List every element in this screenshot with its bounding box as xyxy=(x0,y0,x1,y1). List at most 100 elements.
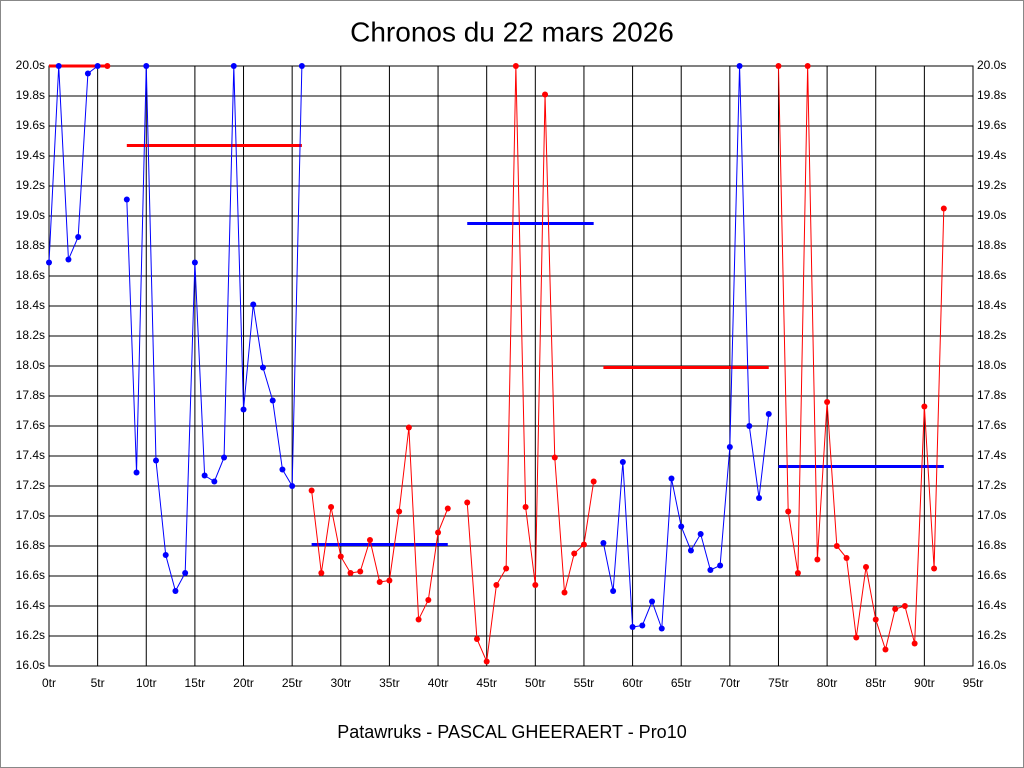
point xyxy=(561,589,568,596)
point xyxy=(75,234,82,240)
point xyxy=(794,570,801,576)
y2-tick-label: 19.4s xyxy=(977,148,1006,162)
point xyxy=(629,624,636,630)
y-tick-label: 18.8s xyxy=(16,238,45,252)
x-tick-label: 30tr xyxy=(330,676,351,690)
y-tick-label: 17.8s xyxy=(16,388,45,402)
x-tick-label: 10tr xyxy=(136,676,157,690)
point xyxy=(522,504,529,510)
point xyxy=(259,364,266,371)
point xyxy=(765,411,772,417)
point xyxy=(833,543,840,549)
point xyxy=(726,444,733,450)
point xyxy=(337,553,344,560)
y2-tick-label: 18.6s xyxy=(977,268,1006,282)
point xyxy=(668,475,675,482)
point xyxy=(717,562,724,569)
point xyxy=(736,63,743,69)
point xyxy=(201,472,208,479)
x-tick-label: 90tr xyxy=(914,676,935,690)
x-tick-label: 45tr xyxy=(476,676,497,690)
x-tick-label: 95tr xyxy=(963,676,984,690)
point xyxy=(318,570,325,576)
point xyxy=(872,616,879,623)
point xyxy=(863,564,870,570)
y2-tick-label: 18.4s xyxy=(977,298,1006,312)
y2-tick-label: 17.6s xyxy=(977,418,1006,432)
point xyxy=(328,504,335,510)
point xyxy=(571,550,578,557)
y2-tick-label: 18.0s xyxy=(977,358,1006,372)
y-tick-label: 18.4s xyxy=(16,298,45,312)
point xyxy=(824,399,831,405)
point xyxy=(882,646,889,653)
y-tick-label: 16.2s xyxy=(16,628,45,642)
y2-tick-label: 17.4s xyxy=(977,448,1006,462)
y-tick-label: 17.0s xyxy=(16,508,45,522)
y2-tick-label: 20.0s xyxy=(977,58,1006,72)
point xyxy=(347,570,354,576)
y-tick-label: 19.6s xyxy=(16,118,45,132)
point xyxy=(785,508,792,515)
y-tick-label: 16.8s xyxy=(16,538,45,552)
point xyxy=(843,555,850,561)
point xyxy=(269,397,276,404)
point xyxy=(308,487,315,494)
point xyxy=(658,625,665,632)
point xyxy=(376,579,383,585)
y2-tick-label: 17.2s xyxy=(977,478,1006,492)
y2-tick-label: 19.8s xyxy=(977,88,1006,102)
point xyxy=(123,196,130,203)
y-tick-label: 18.0s xyxy=(16,358,45,372)
point xyxy=(444,505,451,512)
y2-tick-label: 16.0s xyxy=(977,658,1006,672)
point xyxy=(687,547,694,554)
y2-tick-label: 19.6s xyxy=(977,118,1006,132)
point xyxy=(191,259,198,266)
point xyxy=(133,469,140,476)
point xyxy=(814,556,821,563)
point xyxy=(551,454,558,461)
y2-tick-label: 16.4s xyxy=(977,598,1006,612)
point xyxy=(493,582,500,588)
y2-tick-label: 18.8s xyxy=(977,238,1006,252)
point xyxy=(619,459,626,465)
x-tick-label: 65tr xyxy=(671,676,692,690)
point xyxy=(386,577,393,584)
point xyxy=(396,508,403,515)
point xyxy=(921,403,928,410)
point xyxy=(911,640,918,647)
point xyxy=(366,537,373,543)
point xyxy=(892,606,899,612)
point xyxy=(143,63,150,69)
y-tick-label: 19.0s xyxy=(16,208,45,222)
point xyxy=(46,259,52,266)
point xyxy=(756,495,763,501)
point xyxy=(590,478,597,485)
y2-tick-label: 18.2s xyxy=(977,328,1006,342)
x-tick-label: 25tr xyxy=(282,676,303,690)
point xyxy=(512,63,519,69)
point xyxy=(405,424,412,431)
footer: Patawruks - PASCAL GHEERAERT - Pro10 xyxy=(337,722,686,742)
point xyxy=(104,63,111,69)
point xyxy=(289,483,296,489)
point xyxy=(804,63,811,69)
point xyxy=(697,531,704,537)
point xyxy=(483,658,490,665)
point xyxy=(211,478,218,485)
point xyxy=(746,423,753,429)
point xyxy=(65,256,72,263)
y-tick-label: 18.2s xyxy=(16,328,45,342)
point xyxy=(182,570,189,576)
x-tick-label: 80tr xyxy=(817,676,838,690)
y2-tick-label: 16.2s xyxy=(977,628,1006,642)
y-tick-label: 16.4s xyxy=(16,598,45,612)
point xyxy=(775,63,782,69)
point xyxy=(542,91,549,98)
y2-tick-label: 19.0s xyxy=(977,208,1006,222)
point xyxy=(230,63,237,69)
y2-tick-label: 17.8s xyxy=(977,388,1006,402)
x-tick-label: 15tr xyxy=(185,676,206,690)
